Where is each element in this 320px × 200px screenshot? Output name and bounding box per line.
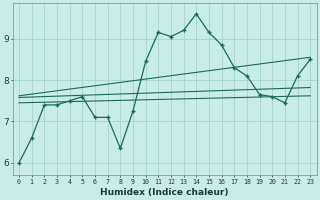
X-axis label: Humidex (Indice chaleur): Humidex (Indice chaleur) [100, 188, 229, 197]
